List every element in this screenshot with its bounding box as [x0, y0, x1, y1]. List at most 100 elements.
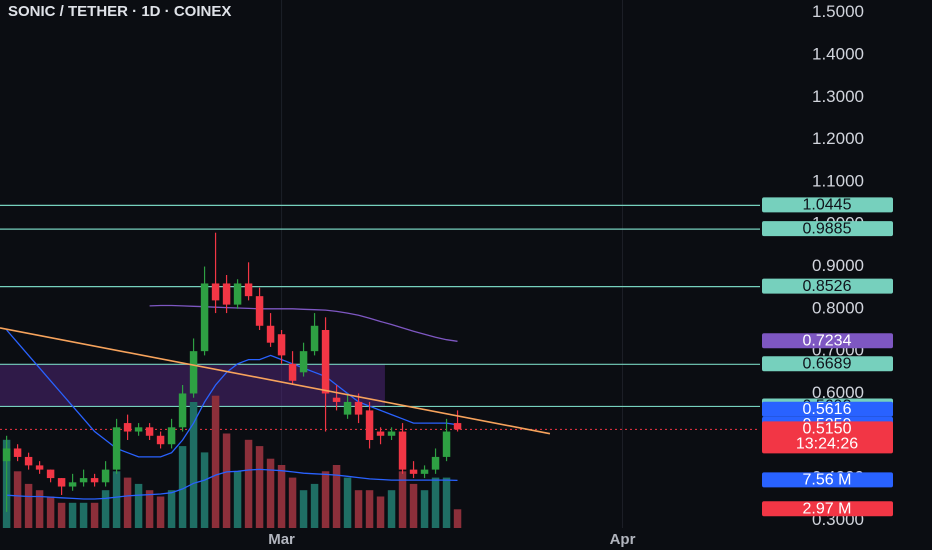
candle-body — [145, 427, 154, 436]
candle-body — [398, 431, 407, 470]
price-tag-label: 0.6689 — [803, 356, 852, 373]
volume-bar — [409, 483, 418, 528]
volume-bar — [222, 433, 231, 528]
volume-bar — [68, 502, 77, 528]
candle-body — [134, 427, 143, 432]
candle-body — [112, 427, 121, 470]
volume-bar — [299, 490, 308, 528]
candle-body — [189, 351, 198, 394]
volume-bar — [134, 483, 143, 528]
volume-bar — [266, 458, 275, 528]
y-tick-label: 0.9000 — [812, 256, 864, 275]
candle-body — [46, 469, 55, 479]
volume-bar — [420, 490, 429, 528]
candle-body — [167, 427, 176, 445]
candle-body — [376, 431, 385, 436]
grid — [281, 0, 624, 528]
x-tick-label: Apr — [610, 531, 636, 548]
volume-bar — [365, 490, 374, 528]
candle-body — [24, 456, 33, 466]
y-tick-label: 1.4000 — [812, 44, 864, 63]
volume-bar — [200, 452, 209, 528]
volume-bar — [79, 502, 88, 528]
volume-bar — [255, 446, 264, 528]
candle-body — [178, 393, 187, 428]
volume-bar — [35, 490, 44, 528]
candle-body — [90, 478, 99, 483]
candle-body — [299, 351, 308, 373]
candle-body — [101, 469, 110, 483]
x-tick-label: Mar — [268, 531, 295, 548]
candle-body — [233, 283, 242, 305]
countdown: 13:24:26 — [796, 436, 858, 453]
y-tick-label: 1.2000 — [812, 129, 864, 148]
candle-body — [266, 325, 275, 343]
candle-body — [343, 401, 352, 415]
candle-body — [68, 482, 77, 487]
candle-body — [244, 283, 253, 297]
price-tag-label: 0.5616 — [803, 401, 852, 418]
volume-bar — [145, 490, 154, 528]
volume-bar — [189, 402, 198, 528]
price-tag-label: 0.7234 — [803, 332, 852, 349]
price-tag-label: 7.56 M — [803, 472, 852, 489]
y-tick-label: 1.5000 — [812, 2, 864, 21]
y-tick-label: 0.6000 — [812, 383, 864, 402]
volume-bar — [90, 502, 99, 528]
volume-ma-line — [6, 468, 458, 500]
volume-bar — [13, 471, 22, 528]
volume-bar — [321, 471, 330, 528]
volume-bar — [453, 509, 462, 528]
candle-body — [365, 410, 374, 440]
volume-bar — [167, 490, 176, 528]
volume-bar — [211, 395, 220, 528]
price-tag-label: 1.0445 — [803, 197, 852, 214]
axis: MarApr0.30000.40000.50000.60000.70000.80… — [268, 2, 893, 548]
volume-bar — [376, 496, 385, 528]
candle-body — [354, 401, 363, 415]
plot — [0, 204, 760, 528]
price-tag — [762, 197, 893, 213]
price-tag-label: 2.97 M — [803, 501, 852, 518]
candle-body — [123, 423, 132, 432]
price-tag-label: 0.8526 — [803, 278, 852, 295]
candle-body — [387, 431, 396, 436]
y-tick-label: 0.8000 — [812, 298, 864, 317]
volume-bar — [123, 477, 132, 528]
chart-title: SONIC / TETHER · 1D · COINEX — [8, 3, 231, 20]
candle-body — [332, 397, 341, 402]
candle-body — [442, 431, 451, 457]
candle-body — [321, 330, 330, 394]
volume-bar — [156, 496, 165, 528]
candle-body — [156, 435, 165, 445]
volume-bar — [46, 496, 55, 528]
y-tick-label: 1.3000 — [812, 87, 864, 106]
price-tag — [762, 356, 893, 372]
candle-body — [420, 469, 429, 474]
candle-body — [200, 283, 209, 352]
volume-bar — [24, 483, 33, 528]
volume-bar — [233, 471, 242, 528]
ma-line — [6, 329, 458, 458]
candle-body — [211, 283, 220, 301]
candle-body — [79, 478, 88, 483]
volume-bar — [277, 465, 286, 528]
candle-body — [255, 296, 264, 326]
trendline — [0, 327, 551, 435]
price-tag — [762, 333, 893, 349]
candle-body — [277, 334, 286, 356]
price-tag — [762, 421, 893, 454]
volume-bar — [244, 439, 253, 528]
y-tick-label: 1.1000 — [812, 171, 864, 190]
volume-bar — [112, 471, 121, 528]
price-tag — [762, 278, 893, 294]
volume-bar — [387, 490, 396, 528]
price-tag-label: 0.9885 — [803, 220, 852, 237]
volume-bar — [442, 477, 451, 528]
candle-body — [13, 448, 22, 457]
volume-bar — [310, 483, 319, 528]
price-tag — [762, 501, 893, 517]
